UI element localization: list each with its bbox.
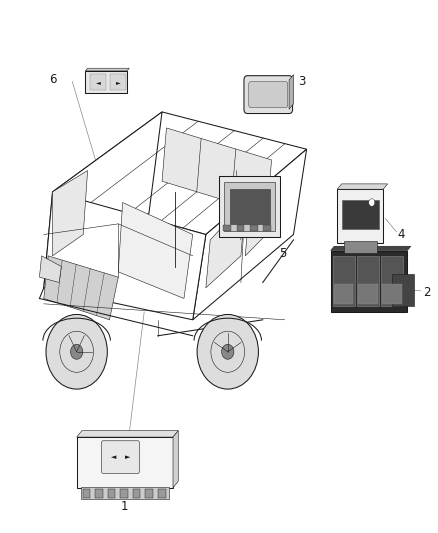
Circle shape — [222, 344, 234, 359]
Bar — [337, 189, 383, 243]
FancyBboxPatch shape — [249, 82, 288, 108]
Bar — [81, 487, 169, 499]
Polygon shape — [85, 68, 129, 71]
Bar — [145, 489, 153, 498]
Text: ►: ► — [125, 454, 130, 460]
Polygon shape — [53, 171, 88, 256]
Bar — [230, 189, 270, 224]
Text: 3: 3 — [298, 75, 305, 87]
Bar — [333, 256, 355, 306]
Polygon shape — [245, 176, 276, 256]
Polygon shape — [193, 149, 307, 320]
Polygon shape — [331, 246, 411, 251]
Polygon shape — [206, 203, 245, 288]
Bar — [331, 251, 407, 312]
Circle shape — [46, 314, 107, 389]
Polygon shape — [173, 431, 178, 488]
Bar — [158, 489, 166, 498]
Bar — [237, 225, 244, 231]
Bar — [334, 284, 353, 304]
Bar — [223, 225, 231, 231]
Bar — [392, 274, 414, 306]
Text: 1: 1 — [121, 500, 129, 513]
Circle shape — [197, 314, 258, 389]
Bar — [219, 176, 280, 237]
Text: 5: 5 — [279, 247, 287, 260]
Text: 4: 4 — [398, 228, 405, 241]
Text: ◄: ◄ — [111, 454, 116, 460]
Bar — [120, 489, 128, 498]
Polygon shape — [118, 203, 193, 298]
Text: ◄: ◄ — [96, 79, 100, 85]
Polygon shape — [77, 431, 178, 437]
Bar — [85, 71, 127, 93]
Polygon shape — [53, 112, 307, 235]
Bar — [77, 437, 173, 488]
Bar — [95, 489, 103, 498]
Polygon shape — [289, 75, 293, 109]
Bar — [382, 284, 402, 304]
Bar — [108, 489, 116, 498]
Text: ►: ► — [116, 79, 120, 85]
Polygon shape — [44, 192, 206, 320]
Bar — [90, 74, 106, 90]
Bar — [83, 489, 90, 498]
Polygon shape — [337, 184, 388, 189]
Text: 6: 6 — [49, 74, 57, 86]
Polygon shape — [44, 256, 118, 320]
Bar — [250, 225, 258, 231]
Circle shape — [369, 199, 375, 206]
Polygon shape — [44, 112, 162, 288]
Bar — [263, 225, 271, 231]
Bar — [224, 182, 275, 231]
Bar — [357, 256, 379, 306]
Bar — [110, 74, 127, 90]
FancyBboxPatch shape — [102, 441, 139, 473]
Polygon shape — [39, 256, 61, 282]
Bar — [133, 489, 141, 498]
Polygon shape — [162, 128, 272, 213]
Bar — [344, 241, 377, 253]
Text: 2: 2 — [423, 286, 430, 298]
Bar — [342, 200, 379, 229]
Bar — [381, 256, 403, 306]
Bar — [358, 284, 378, 304]
FancyBboxPatch shape — [244, 76, 293, 114]
Circle shape — [71, 344, 83, 359]
